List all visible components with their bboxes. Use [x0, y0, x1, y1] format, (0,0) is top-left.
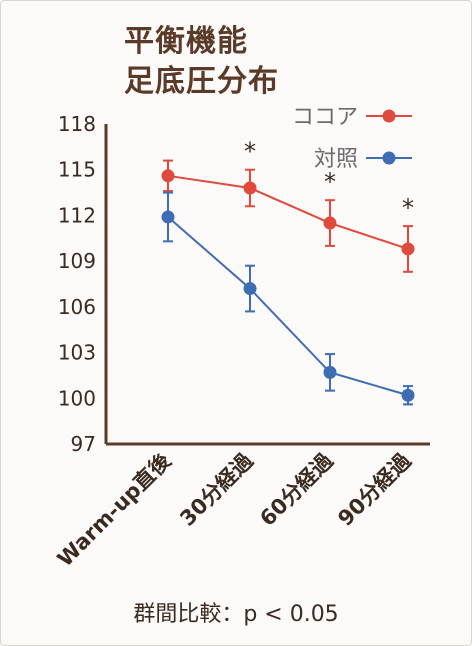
legend-label: 対照	[314, 147, 358, 172]
y-tick-label: 109	[58, 249, 96, 273]
y-tick-label: 100	[58, 386, 96, 410]
chart-title-line-1: 平衡機能	[124, 24, 248, 59]
significance-marker: *	[324, 168, 336, 196]
data-point	[401, 242, 415, 256]
legend-label: ココア	[292, 105, 358, 130]
series-line	[167, 216, 409, 397]
legend-swatch-marker	[382, 109, 396, 123]
y-tick-label: 106	[58, 295, 96, 319]
data-point	[323, 216, 337, 230]
legend-swatch-marker	[382, 151, 396, 165]
data-point	[323, 365, 337, 379]
y-tick-label: 97	[71, 432, 96, 456]
x-tick-label: 30分経過	[175, 448, 258, 531]
data-point	[401, 388, 415, 402]
chart-title-line-2: 足底圧分布	[124, 64, 279, 99]
significance-marker: *	[244, 138, 256, 166]
y-tick-label: 112	[58, 203, 96, 227]
y-tick-label: 118	[58, 112, 96, 136]
significance-footnote: 群間比較：p < 0.05	[133, 602, 339, 627]
data-point	[161, 169, 175, 183]
x-tick-label: 90分経過	[333, 448, 416, 531]
x-tick-label: 60分経過	[255, 448, 338, 531]
series-line	[167, 174, 409, 250]
y-tick-label: 103	[58, 341, 96, 365]
data-point	[243, 181, 257, 195]
data-point	[161, 210, 175, 224]
y-tick-label: 115	[58, 158, 96, 182]
data-point	[243, 282, 257, 296]
x-tick-label: Warm-up直後	[53, 448, 176, 571]
significance-marker: *	[402, 194, 414, 222]
